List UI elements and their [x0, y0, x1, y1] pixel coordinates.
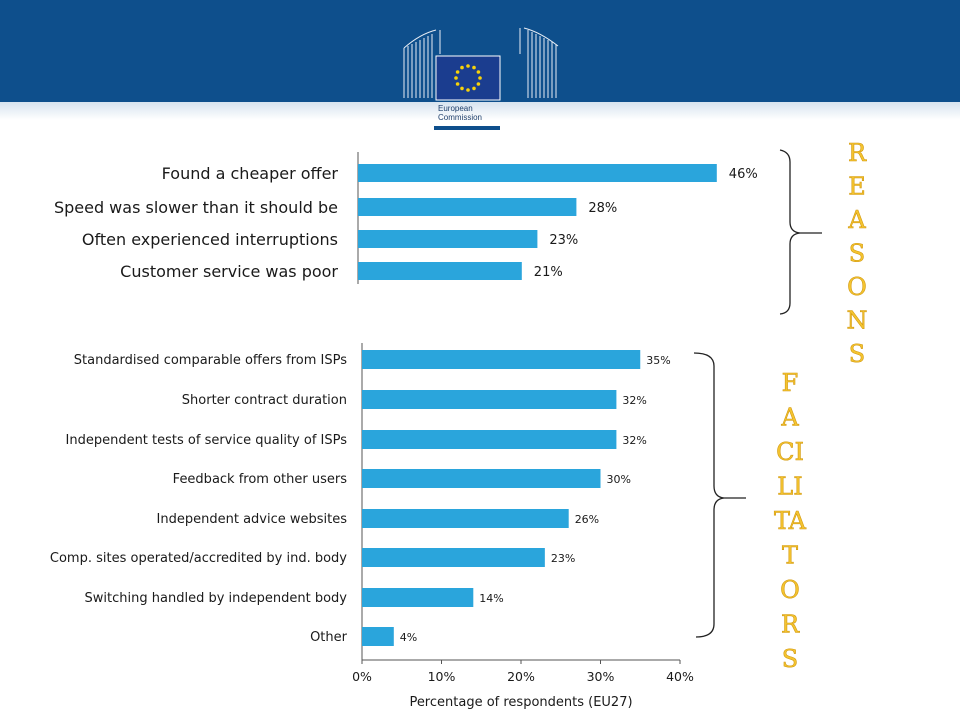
facilitators-letter: R — [781, 611, 800, 639]
chart1-bar — [358, 262, 522, 280]
reasons-letter: N — [847, 307, 868, 335]
chart2-tick-label: 30% — [587, 669, 615, 684]
chart2-bar — [362, 588, 474, 607]
chart2-value-label: 32% — [622, 394, 646, 407]
chart2-category-label: Comp. sites operated/accredited by ind. … — [50, 551, 347, 566]
facilitators-letter: S — [782, 645, 798, 673]
reasons-brace — [779, 149, 822, 315]
chart2-value-label: 26% — [575, 513, 599, 526]
facilitators-brace — [693, 352, 746, 638]
chart1-category-label: Customer service was poor — [120, 262, 338, 281]
facilitators-letter: O — [780, 576, 800, 604]
chart1-category-label: Speed was slower than it should be — [54, 198, 338, 217]
facilitators-letter: TA — [774, 507, 807, 535]
facilitators-letter: LI — [777, 473, 802, 501]
chart2-tick-label: 10% — [428, 669, 456, 684]
facilitators-letter: CI — [776, 438, 804, 466]
logo-line-commission: Commission — [438, 113, 483, 122]
reasons-letter: A — [847, 206, 866, 234]
chart2-category-label: Independent advice websites — [157, 512, 348, 527]
chart2-bar — [362, 350, 641, 369]
chart2-bar — [362, 627, 394, 646]
chart2-tick-label: 20% — [507, 669, 535, 684]
chart1-value-label: 28% — [588, 201, 617, 216]
star-circle-icon — [454, 64, 482, 92]
chart1-value-label: 46% — [729, 167, 758, 182]
reasons-letter: O — [847, 273, 867, 301]
chart1-value-label: 23% — [549, 233, 578, 248]
facilitators-letter: F — [782, 369, 799, 397]
facilitators-letter: T — [782, 542, 798, 570]
reasons-letter: R — [848, 139, 867, 167]
chart2-bar — [362, 390, 617, 409]
logo-line-european: European — [438, 104, 473, 113]
chart2-value-label: 4% — [400, 631, 417, 644]
chart2-x-axis-title: Percentage of respondents (EU27) — [409, 695, 632, 710]
chart2-bar — [362, 548, 545, 567]
chart2-value-label: 32% — [622, 434, 646, 447]
chart2-category-label: Standardised comparable offers from ISPs — [74, 353, 347, 368]
chart2-value-label: 35% — [646, 354, 670, 367]
chart2-category-label: Feedback from other users — [173, 472, 348, 487]
logo-rule — [434, 126, 500, 130]
chart1-category-label: Found a cheaper offer — [162, 164, 339, 183]
header-fade — [0, 102, 960, 120]
chart1-bar — [358, 198, 577, 216]
reasons-letter: E — [848, 173, 866, 201]
european-commission-logo — [403, 27, 559, 101]
reasons-letter: S — [849, 240, 865, 268]
chart2-category-label: Other — [310, 630, 348, 645]
chart2-tick-label: 0% — [352, 669, 372, 684]
logo-text: European Commission — [438, 104, 482, 122]
chart1-value-label: 21% — [534, 265, 563, 280]
chart2-bar — [362, 430, 617, 449]
chart2-bar — [362, 509, 569, 528]
chart1-bar — [358, 164, 717, 182]
chart2-bar — [362, 469, 601, 488]
reasons-letter: S — [849, 340, 865, 368]
chart1-category-label: Often experienced interruptions — [82, 230, 338, 249]
chart1-bar — [358, 230, 538, 248]
chart2-category-label: Independent tests of service quality of … — [66, 433, 348, 448]
chart2-value-label: 23% — [551, 552, 575, 565]
chart2-tick-label: 40% — [666, 669, 694, 684]
chart2-category-label: Shorter contract duration — [182, 393, 347, 408]
facilitators-letter: A — [780, 404, 799, 432]
chart2-value-label: 14% — [479, 592, 503, 605]
chart2-value-label: 30% — [607, 473, 631, 486]
chart2-category-label: Switching handled by independent body — [85, 591, 348, 606]
